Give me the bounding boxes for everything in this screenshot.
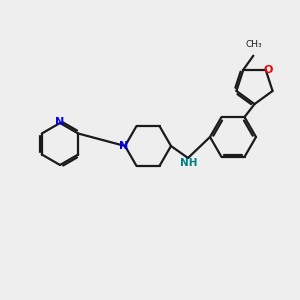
Text: NH: NH xyxy=(180,158,198,168)
Text: CH₃: CH₃ xyxy=(245,40,262,49)
Text: O: O xyxy=(264,65,273,75)
Text: N: N xyxy=(119,141,129,151)
Text: N: N xyxy=(56,117,64,127)
